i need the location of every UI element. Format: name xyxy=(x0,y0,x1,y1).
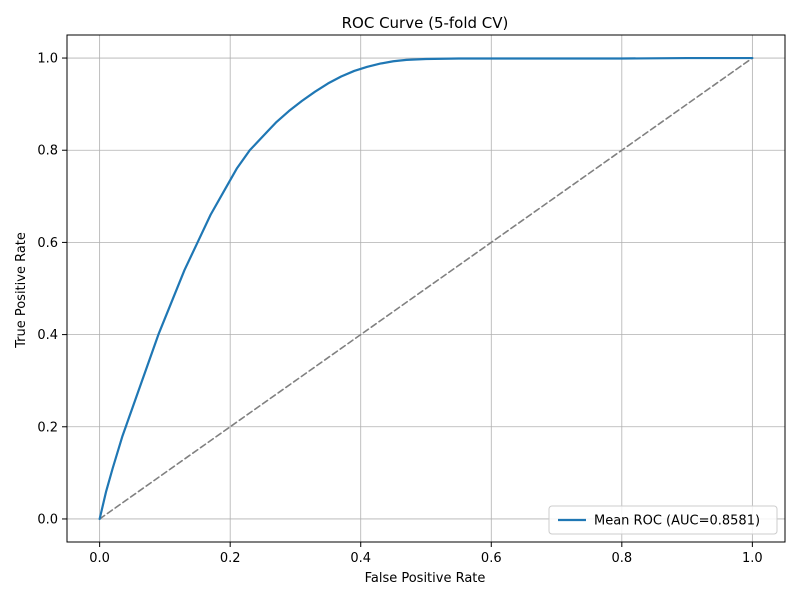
legend-label: Mean ROC (AUC=0.8581) xyxy=(594,514,760,529)
x-tick-label: 0.2 xyxy=(220,551,241,566)
x-axis-label: False Positive Rate xyxy=(365,571,486,586)
grid-lines xyxy=(67,35,785,542)
tick-layer: 0.0 0.2 0.4 0.6 0.8 1.0 0.0 0.2 0.4 0.6 0.8 1.0 xyxy=(37,52,762,566)
x-tick-label: 0.0 xyxy=(89,551,110,566)
chart-title: ROC Curve (5-fold CV) xyxy=(342,14,509,32)
x-tick-label: 0.6 xyxy=(481,551,502,566)
y-tick-label: 0.0 xyxy=(37,512,58,527)
legend: Mean ROC (AUC=0.8581) xyxy=(548,505,778,535)
x-tick-label: 1.0 xyxy=(742,551,763,566)
y-tick-label: 0.4 xyxy=(37,328,58,343)
y-tick-label: 1.0 xyxy=(37,52,58,67)
y-tick-label: 0.6 xyxy=(37,236,58,251)
series-layer xyxy=(98,56,754,521)
plot-frame xyxy=(66,34,786,543)
y-tick-label: 0.8 xyxy=(37,144,58,159)
y-axis-label: True Positive Rate xyxy=(14,232,29,349)
x-tick-label: 0.4 xyxy=(350,551,371,566)
x-tick-label: 0.8 xyxy=(611,551,632,566)
mean-roc-line xyxy=(98,56,754,521)
y-tick-label: 0.2 xyxy=(37,420,58,435)
chance-diagonal-line xyxy=(98,57,754,520)
legend-box xyxy=(548,505,778,535)
